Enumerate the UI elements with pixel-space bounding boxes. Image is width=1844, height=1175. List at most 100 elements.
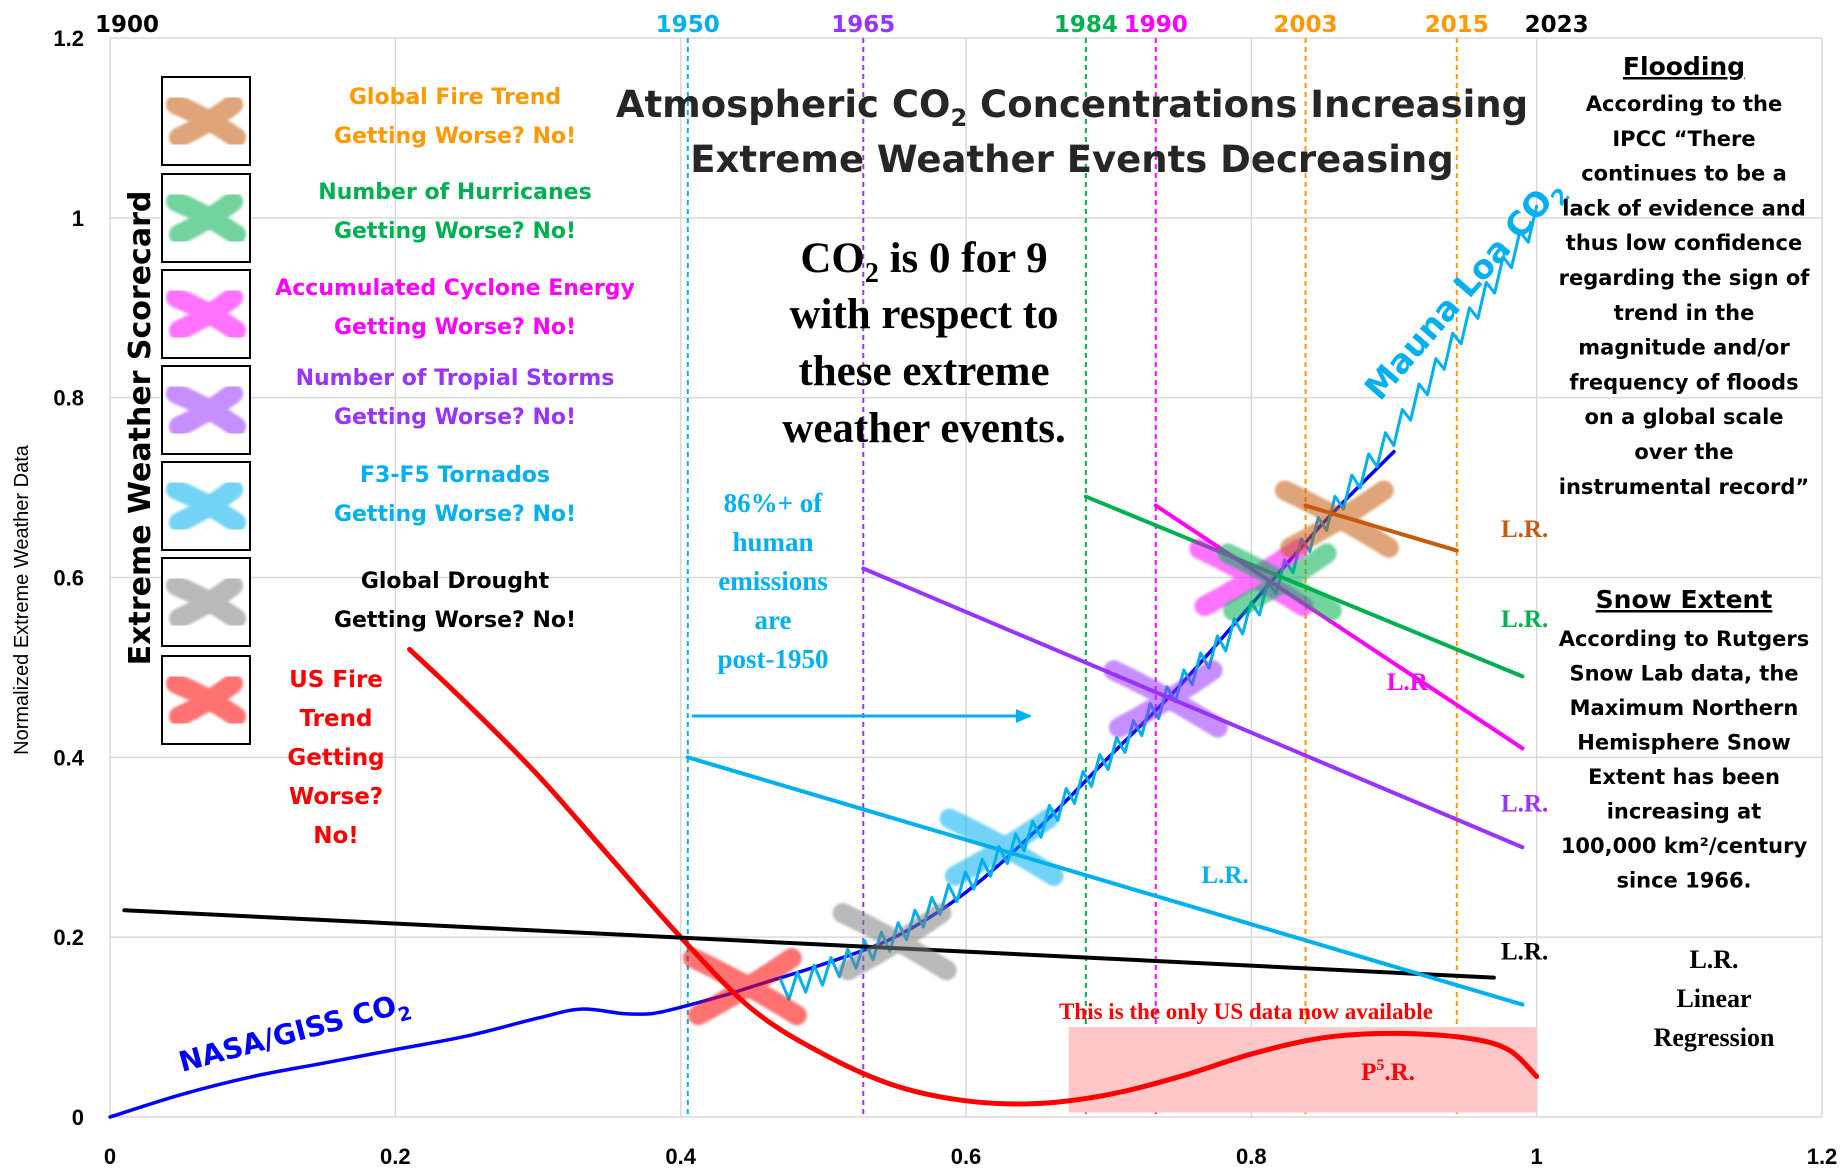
- flooding-text: regarding the sign of: [1559, 266, 1811, 290]
- brush-stroke: [169, 94, 243, 148]
- scorecard-icon-box: [161, 76, 251, 166]
- brush-stroke: [169, 191, 243, 245]
- emissions-note: 86%+ of human emissions are post-1950: [717, 488, 828, 674]
- year-label: 2003: [1274, 12, 1338, 38]
- x-tick-label: 1.2: [1807, 1144, 1838, 1169]
- x-mark-icon: [166, 287, 246, 341]
- co2-statement-line4: weather events.: [782, 405, 1065, 452]
- year-label: 2023: [1525, 12, 1589, 38]
- x-tick-label: 0.6: [951, 1144, 982, 1169]
- flooding-text: on a global scale: [1584, 405, 1783, 429]
- scorecard-item-line2: Getting Worse? No!: [334, 608, 576, 633]
- emissions-note-line: post-1950: [717, 644, 828, 674]
- flooding-text: over the: [1634, 440, 1733, 464]
- scorecard-item-line1: Accumulated Cyclone Energy: [275, 276, 635, 301]
- scorecard-item-line1: Global Fire Trend: [349, 85, 561, 110]
- year-label: 1984: [1054, 12, 1118, 38]
- snow-heading: Snow Extent: [1596, 585, 1773, 614]
- chart-title-line2: Extreme Weather Events Decreasing: [690, 138, 1454, 181]
- us-data-label: This is the only US data now available: [1059, 999, 1433, 1024]
- brush-stroke: [1108, 660, 1223, 738]
- scorecard-item-line2: Getting Worse? No!: [334, 502, 576, 527]
- crossing-marks: [682, 480, 1399, 1026]
- nasa-giss-text: NASA/GISS CO: [175, 989, 400, 1079]
- lr-legend-text: Regression: [1654, 1023, 1775, 1052]
- y-axis-label: Normalized Extreme Weather Data: [11, 444, 33, 755]
- chart-title-line1: Atmospheric CO2 Concentrations Increasin…: [616, 83, 1528, 132]
- series-line: [1153, 503, 1525, 751]
- flooding-text: instrumental record”: [1559, 475, 1809, 499]
- p5r-label: P5.R.: [1361, 1057, 1415, 1086]
- flooding-text: lack of evidence and: [1562, 196, 1805, 220]
- lr-label: L.R.: [1201, 862, 1248, 889]
- y-tick-label: 0.8: [53, 386, 84, 411]
- brush-stroke: [169, 575, 243, 629]
- scorecard-item-line1: Number of Hurricanes: [318, 180, 591, 205]
- crossing-mark: [1103, 660, 1228, 738]
- flooding-text: magnitude and/or: [1578, 336, 1790, 360]
- year-label: 1990: [1124, 12, 1188, 38]
- brush-stroke: [1223, 543, 1337, 621]
- lr-label: L.R.: [1387, 669, 1434, 696]
- series-line: [407, 646, 1540, 1107]
- x-mark-icon: [166, 191, 246, 245]
- scorecard-item-line2: Getting Worse? No!: [334, 405, 576, 430]
- brush-stroke: [837, 903, 952, 981]
- us-fire-text: No!: [313, 823, 359, 849]
- mauna-loa-label: Mauna Loa CO2: [1357, 170, 1576, 412]
- y-tick-label: 1.2: [53, 26, 84, 51]
- us-fire-text: Trend: [300, 706, 373, 732]
- scorecard-item-line1: Global Drought: [361, 569, 550, 594]
- x-tick-label: 0: [104, 1144, 116, 1169]
- y-tick-label: 0.2: [53, 925, 84, 950]
- lr-legend-text: Linear: [1676, 984, 1751, 1013]
- x-mark-icon: [166, 383, 246, 437]
- scorecard-item-line1: F3-F5 Tornados: [360, 463, 550, 488]
- snow-text: Hemisphere Snow: [1577, 731, 1790, 755]
- emissions-note-line: human: [732, 527, 813, 557]
- emissions-note-line: 86%+ of: [724, 488, 824, 518]
- right-notes: Flooding According to the IPCC “There conti…: [1559, 52, 1811, 1052]
- emissions-note-line: are: [755, 605, 792, 635]
- x-mark-icon: [166, 94, 246, 148]
- snow-text: Maximum Northern: [1570, 696, 1799, 720]
- us-fire-text: Getting: [287, 745, 384, 771]
- lr-label: L.R.: [1501, 606, 1548, 633]
- brush-stroke: [688, 948, 802, 1026]
- brush-stroke: [169, 673, 243, 727]
- snow-text: 100,000 km²/century: [1561, 834, 1808, 858]
- brush-stroke: [1280, 480, 1394, 558]
- x-tick-label: 0.4: [665, 1144, 696, 1169]
- brush-stroke: [169, 287, 243, 341]
- scorecard: Global Fire Trend Getting Worse? No! Numbe…: [161, 76, 635, 849]
- flooding-heading: Flooding: [1623, 52, 1745, 81]
- co2-statement-line1: CO2 is 0 for 9: [800, 235, 1047, 289]
- emissions-note-line: emissions: [718, 566, 828, 596]
- snow-text: Snow Lab data, the: [1569, 662, 1798, 686]
- flooding-text: According to the: [1586, 92, 1782, 116]
- y-tick-label: 0.6: [53, 566, 84, 591]
- x-tick-label: 0.8: [1236, 1144, 1267, 1169]
- crossing-mark: [939, 808, 1064, 886]
- flooding-text: continues to be a: [1581, 162, 1787, 186]
- scorecard-item-line2: Getting Worse? No!: [334, 315, 576, 340]
- brush-stroke: [944, 808, 1059, 886]
- lr-label: L.R.: [1501, 790, 1548, 817]
- year-label: 2015: [1425, 12, 1489, 38]
- co2-statement-line3: these extreme: [798, 348, 1049, 395]
- snow-text: Extent has been: [1588, 765, 1780, 789]
- lr-legend-text: L.R.: [1689, 945, 1738, 974]
- flooding-text: frequency of floods: [1569, 370, 1798, 394]
- scorecard-item-line1: Number of Tropial Storms: [296, 366, 615, 391]
- crossing-mark: [682, 948, 807, 1026]
- scorecard-title: Extreme Weather Scorecard: [123, 191, 158, 666]
- p5r-suffix: .R.: [1384, 1059, 1415, 1086]
- crossing-mark: [1217, 543, 1342, 621]
- x-mark-icon: [166, 673, 246, 727]
- flooding-text: IPCC “There: [1612, 127, 1755, 151]
- y-tick-label: 0: [72, 1105, 84, 1130]
- snow-text: According to Rutgers: [1559, 627, 1810, 651]
- year-label: 1900: [95, 12, 159, 38]
- x-tick-label: 0.2: [380, 1144, 411, 1169]
